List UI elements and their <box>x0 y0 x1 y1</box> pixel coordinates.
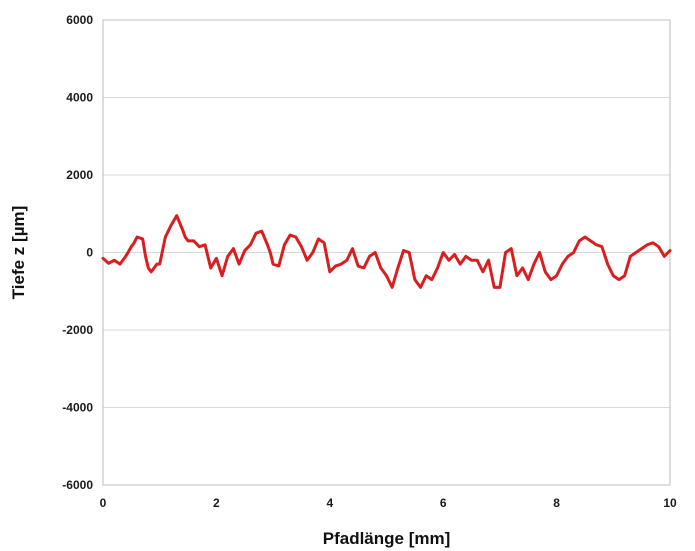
y-tick-label-6: 6000 <box>66 13 93 27</box>
y-tick-label-2: -2000 <box>62 323 93 337</box>
y-tick-label-1: -4000 <box>62 401 93 415</box>
series-line-0 <box>101 214 672 289</box>
x-tick-label-1: 2 <box>213 496 220 510</box>
y-tick-label-0: -6000 <box>62 478 93 492</box>
y-axis-ticks: -6000 -4000 -2000 0 2000 4000 6000 <box>62 13 93 492</box>
x-tick-label-2: 4 <box>326 496 333 510</box>
x-tick-label-3: 6 <box>440 496 447 510</box>
x-tick-label-0: 0 <box>100 496 107 510</box>
y-tick-label-4: 2000 <box>66 168 93 182</box>
y-tick-label-5: 4000 <box>66 91 93 105</box>
grid <box>103 19 670 486</box>
y-axis-title: Tiefe z [µm] <box>9 206 28 300</box>
x-axis-title: Pfadlänge [mm] <box>323 529 451 548</box>
y-tick-label-3: 0 <box>86 246 93 260</box>
series-layer <box>101 214 672 289</box>
x-tick-label-4: 8 <box>553 496 560 510</box>
x-axis-ticks: 0 2 4 6 8 10 <box>100 496 677 510</box>
x-tick-label-5: 10 <box>663 496 677 510</box>
